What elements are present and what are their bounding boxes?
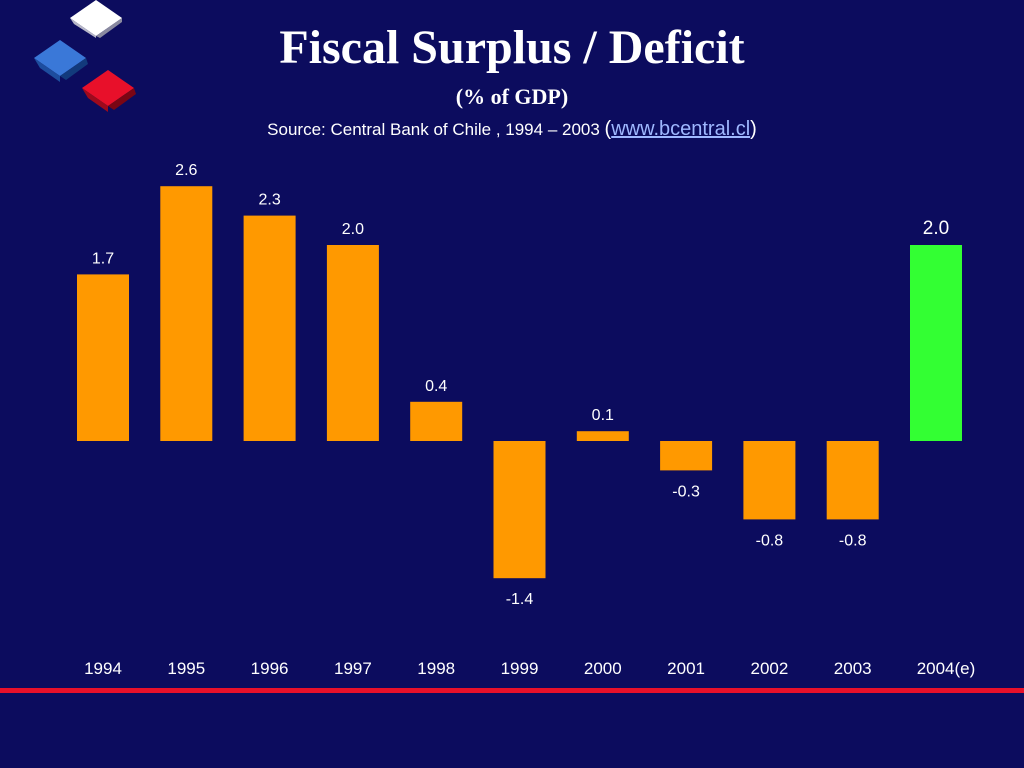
bar-1998 (410, 401, 463, 441)
category-label-2002: 2002 (750, 659, 788, 678)
data-label-2000: 0.1 (592, 407, 614, 424)
data-label-2004(e): 2.0 (923, 218, 949, 239)
logo (34, 0, 136, 112)
source-link[interactable]: www.bcentral.cl (611, 118, 751, 140)
data-label-1995: 2.6 (175, 162, 197, 179)
bar-2002 (743, 441, 796, 520)
bar-2003 (826, 441, 879, 520)
slide-title: Fiscal Surplus / Deficit (279, 21, 745, 74)
bar-2001 (660, 441, 713, 471)
accent-rule (0, 688, 1024, 693)
source-paren-open: ( (604, 118, 612, 140)
category-label-1998: 1998 (417, 659, 455, 678)
data-label-2002: -0.8 (756, 532, 784, 549)
data-label-2003: -0.8 (839, 532, 867, 549)
data-label-1997: 2.0 (342, 221, 364, 238)
white-cube-icon (70, 0, 122, 38)
bar-2004(e) (910, 245, 962, 441)
source-line: Source: Central Bank of Chile , 1994 – 2… (0, 118, 1024, 141)
category-label-1995: 1995 (167, 659, 205, 678)
category-label-2000: 2000 (584, 659, 622, 678)
bar-2000 (576, 431, 629, 441)
category-label-1997: 1997 (334, 659, 372, 678)
bar-1996 (243, 215, 296, 441)
data-label-2001: -0.3 (672, 483, 700, 500)
category-label-1994: 1994 (84, 659, 122, 678)
bar-1997 (326, 245, 379, 441)
data-label-1999: -1.4 (506, 591, 534, 608)
category-label-1996: 1996 (251, 659, 289, 678)
category-label-1999: 1999 (501, 659, 539, 678)
red-cube-icon (82, 70, 136, 112)
bar-1999 (493, 441, 546, 579)
data-label-1996: 2.3 (258, 192, 280, 209)
data-label-1994: 1.7 (92, 250, 114, 267)
bar-chart: 1.7 1994 2.6 1995 2.3 1996 2.0 1997 0.4 1998 -1.4 1… (77, 162, 976, 678)
slide-subtitle: (% of GDP) (455, 84, 569, 109)
bar-1994 (77, 274, 129, 441)
bar-1995 (160, 186, 213, 441)
category-label-2004(e): 2004(e) (917, 659, 976, 678)
source-paren-close: ) (750, 118, 757, 140)
category-label-2003: 2003 (834, 659, 872, 678)
source-text: Source: Central Bank of Chile , 1994 – 2… (267, 120, 605, 139)
category-label-2001: 2001 (667, 659, 705, 678)
data-label-1998: 0.4 (425, 378, 447, 395)
blue-cube-icon (34, 40, 88, 82)
